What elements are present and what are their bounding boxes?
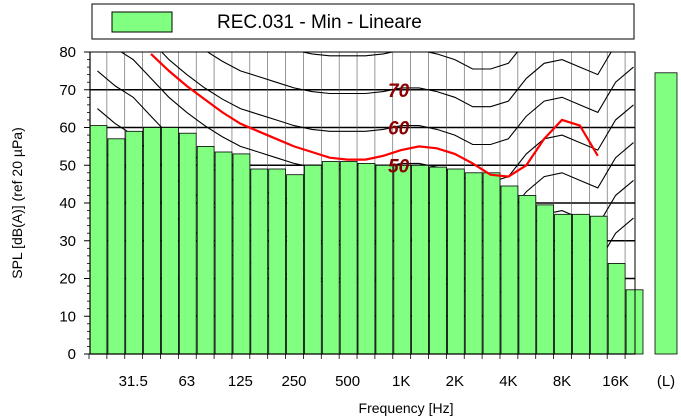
bar [589, 215, 608, 355]
bar [357, 162, 376, 355]
x-tick-label: 1K [392, 373, 410, 390]
red-curve [150, 53, 599, 178]
x-tick-label: 8K [553, 373, 571, 390]
bar [482, 172, 501, 355]
contour-label: 60 [388, 119, 410, 140]
contour-label: 70 [388, 81, 410, 102]
x-tick-label: 500 [335, 373, 360, 390]
y-tick-label: 80 [59, 44, 76, 61]
bar [572, 213, 590, 355]
x-tick-label: 125 [228, 373, 253, 390]
y-tick-label: 20 [59, 271, 76, 288]
bar [518, 194, 537, 355]
bar [339, 161, 358, 355]
y-tick-label: 0 [68, 346, 76, 363]
bar [554, 213, 572, 355]
bar [214, 151, 233, 355]
bar [411, 164, 429, 355]
y-tick-label: 30 [59, 233, 76, 250]
bar [464, 172, 483, 355]
bar [375, 164, 394, 355]
x-tick-label: 63 [178, 373, 195, 390]
contour-line [300, 52, 519, 70]
bar [178, 132, 197, 355]
legend-box [91, 3, 635, 40]
bar [107, 138, 126, 355]
bar [500, 185, 519, 355]
y-tick-label: 10 [59, 308, 76, 325]
curve-labels: 70 60 50 [388, 81, 410, 178]
x-tick-label: 4K [499, 373, 517, 390]
bars [89, 125, 644, 355]
bar [125, 130, 143, 355]
contour-line [206, 52, 612, 108]
legend-title: REC.031 - Min - Lineare [217, 12, 422, 33]
y-tick-label: 40 [59, 195, 76, 212]
total-panel: (L) [654, 72, 678, 390]
bar [232, 153, 251, 355]
bar [161, 127, 179, 355]
red-curve-layer [150, 53, 599, 178]
bar [536, 204, 555, 355]
bar [196, 145, 215, 355]
contour-line [160, 52, 634, 146]
bar [446, 168, 465, 355]
bar [321, 161, 340, 355]
x-axis-title: Frequency [Hz] [359, 400, 454, 416]
y-tick-label: 70 [59, 82, 76, 99]
legend-swatch [111, 11, 173, 33]
bar [286, 174, 304, 355]
bar [268, 168, 287, 355]
x-tick-label: 2K [446, 373, 464, 390]
y-tick-label: 60 [59, 120, 76, 137]
y-axis-title: SPL [dB(A)] (ref 20 µPa) [9, 127, 25, 279]
y-tick-label: 50 [59, 157, 76, 174]
contour-label: 50 [388, 156, 410, 177]
bar [429, 166, 447, 355]
bar [303, 164, 322, 355]
x-tick-label: 31.5 [119, 373, 148, 390]
x-tick-label: 250 [281, 373, 306, 390]
bar [607, 262, 626, 355]
total-label: (L) [657, 373, 675, 390]
bar [89, 125, 108, 355]
bar [393, 164, 412, 355]
legend: REC.031 - Min - Lineare [91, 3, 635, 40]
bar [250, 168, 269, 355]
total-bar [654, 72, 678, 355]
bar [143, 127, 161, 355]
x-tick-label: 16K [602, 373, 629, 390]
axes: 0 10 20 30 40 50 60 70 80 31.5 63 125 250 500 1K 2K 4K 8K… [59, 44, 635, 390]
